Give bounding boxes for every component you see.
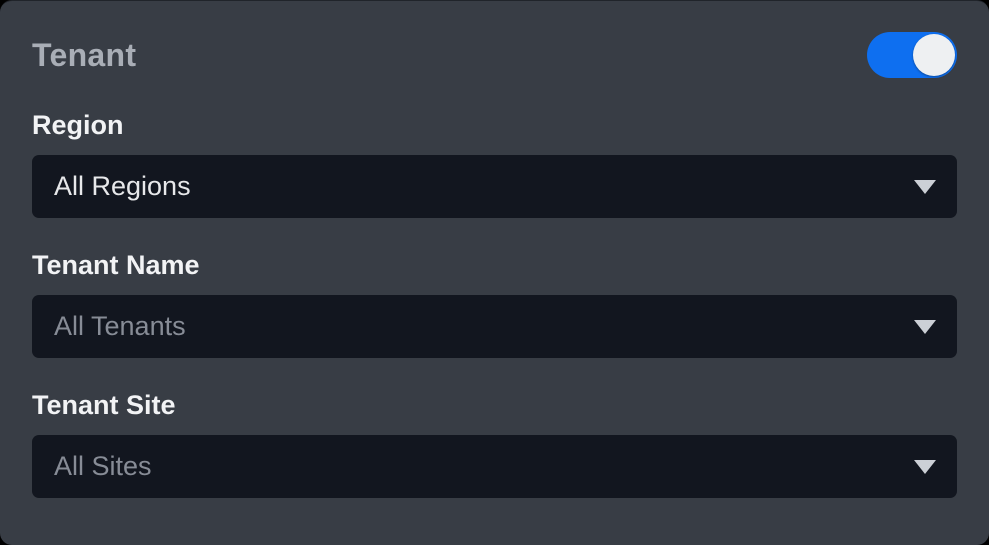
tenant-name-select-value: All Tenants: [54, 311, 186, 341]
caret-down-icon: [914, 459, 936, 474]
caret-down-icon: [914, 319, 936, 334]
toggle-knob-icon: [913, 34, 955, 76]
tenant-site-label: Tenant Site: [32, 390, 176, 420]
tenant-toggle[interactable]: [867, 32, 957, 78]
caret-down-icon: [914, 179, 936, 194]
panel-title: Tenant: [32, 36, 137, 73]
tenant-site-select-value: All Sites: [54, 451, 152, 481]
field-tenant-site: Tenant Site All Sites: [32, 389, 957, 498]
region-label: Region: [32, 110, 124, 140]
tenant-name-select[interactable]: All Tenants: [32, 295, 957, 358]
region-select-value: All Regions: [54, 171, 191, 201]
field-tenant-name: Tenant Name All Tenants: [32, 249, 957, 358]
panel-header: Tenant: [32, 32, 957, 78]
region-select[interactable]: All Regions: [32, 155, 957, 218]
field-region: Region All Regions: [32, 109, 957, 218]
tenant-site-select[interactable]: All Sites: [32, 435, 957, 498]
tenant-name-label: Tenant Name: [32, 250, 200, 280]
